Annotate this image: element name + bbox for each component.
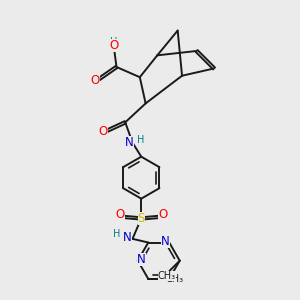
- Text: O: O: [99, 124, 108, 138]
- Text: H: H: [113, 229, 120, 238]
- Text: H: H: [137, 135, 144, 145]
- Text: N: N: [137, 253, 146, 266]
- Text: O: O: [110, 39, 119, 52]
- Text: N: N: [123, 231, 132, 244]
- Text: N: N: [125, 136, 134, 149]
- Text: N: N: [161, 235, 170, 248]
- Text: CH₃: CH₃: [158, 271, 176, 281]
- Text: S: S: [138, 212, 145, 225]
- Text: O: O: [116, 208, 124, 221]
- Text: H: H: [110, 37, 118, 47]
- Text: O: O: [158, 208, 167, 221]
- Text: CH₃: CH₃: [165, 274, 184, 284]
- Text: O: O: [91, 74, 100, 87]
